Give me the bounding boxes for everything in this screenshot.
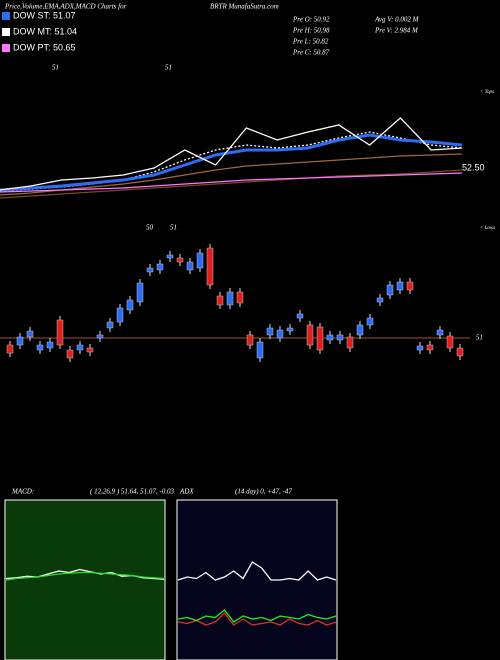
candle-body — [156, 263, 164, 271]
candle-body — [226, 291, 234, 306]
stat: Pre L: 50.82 — [292, 38, 329, 46]
legend-label: DOW ST: 51.07 — [13, 10, 76, 20]
adx-subtitle: (14 day) 0, +47, -47 — [235, 488, 292, 496]
legend-swatch — [2, 44, 10, 52]
annotation: 51 — [165, 64, 172, 72]
candle-body — [266, 327, 274, 336]
candle-body — [96, 334, 104, 339]
stat: Pre V: 2.984 M — [374, 27, 419, 35]
legend-swatch — [2, 12, 10, 20]
stat: Pre O: 50.92 — [292, 16, 330, 24]
candle-body — [246, 334, 254, 346]
site: BRTR MunafaSutra.com — [210, 3, 279, 11]
y-tick-label: 52.50 — [462, 162, 485, 172]
candle-body — [56, 319, 64, 346]
annotation: < Tops — [480, 90, 494, 95]
candle-body — [16, 336, 24, 346]
candle-body — [336, 334, 344, 341]
candle-body — [316, 326, 324, 351]
candle-body — [176, 257, 184, 263]
macd-subtitle: ( 12,26,9 ) 51.64, 51.07, -0.03 — [90, 488, 174, 496]
candle-body — [386, 284, 394, 296]
candle-body — [426, 344, 434, 351]
annotation: 50 — [146, 224, 154, 232]
candle-body — [6, 344, 14, 354]
candle-body — [306, 324, 314, 346]
series-line — [177, 609, 337, 623]
candle-body — [26, 330, 34, 338]
candle-body — [396, 281, 404, 291]
annotation: 51 — [52, 64, 59, 72]
candle-body — [116, 307, 124, 323]
y-tick-label: 51 — [476, 334, 483, 342]
series-line — [0, 172, 463, 193]
stat: Avg V: 0.002 M — [374, 16, 420, 24]
candle-body — [256, 341, 264, 359]
candle-body — [356, 324, 364, 336]
candle-body — [366, 317, 374, 326]
series-line — [177, 612, 337, 626]
annotation: 51 — [170, 224, 177, 232]
legend-label: DOW PT: 50.65 — [13, 42, 76, 52]
candle-body — [216, 295, 224, 306]
candle-body — [86, 347, 94, 353]
adx-panel — [176, 499, 338, 660]
candle-body — [296, 313, 304, 319]
candle-body — [416, 345, 424, 351]
stat: Pre C: 50.87 — [292, 49, 330, 57]
candle-body — [286, 327, 294, 332]
candle-body — [36, 344, 44, 351]
series-line — [177, 561, 337, 581]
candle-body — [146, 267, 154, 273]
series-line — [0, 117, 463, 191]
candle-body — [406, 281, 414, 291]
annotation: < Lows — [480, 226, 495, 231]
candle-body — [446, 335, 454, 349]
candle-body — [436, 329, 444, 336]
legend-label: DOW MT: 51.04 — [13, 26, 77, 36]
candle-body — [206, 247, 214, 286]
macd-title: MACD: — [11, 488, 34, 496]
candle-body — [166, 254, 174, 259]
candle-body — [456, 347, 464, 357]
candle-body — [76, 344, 84, 351]
candle-body — [376, 297, 384, 303]
candle-body — [196, 252, 204, 269]
candle-body — [46, 341, 54, 349]
series-line — [0, 169, 463, 199]
candle-body — [186, 261, 194, 271]
candle-body — [236, 291, 244, 304]
legend-swatch — [2, 28, 10, 36]
candle-body — [136, 282, 144, 303]
series-line — [0, 133, 463, 192]
adx-title: ADX — [179, 488, 194, 496]
macd-panel — [4, 499, 166, 660]
title: Price,Volume,EMA,ADX,MACD Charts for — [4, 3, 127, 11]
candle-body — [126, 299, 134, 311]
series-line — [5, 571, 165, 581]
candle-body — [326, 334, 334, 341]
stat: Pre H: 50.98 — [292, 27, 330, 35]
candle-body — [276, 329, 284, 339]
candle-body — [346, 336, 354, 349]
candle-body — [106, 321, 114, 329]
series-line — [0, 153, 463, 196]
candle-body — [66, 349, 74, 359]
